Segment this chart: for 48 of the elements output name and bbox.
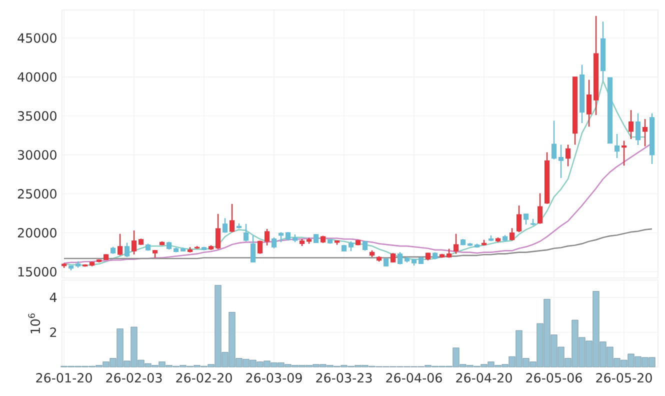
candlestick xyxy=(131,230,137,256)
x-tick-label: 26-03-23 xyxy=(316,373,372,383)
candlestick xyxy=(558,144,564,179)
y-tick-label: 40000 xyxy=(18,72,56,82)
y-tick-label: 25000 xyxy=(18,189,56,199)
y-tick-label: 15000 xyxy=(18,266,56,277)
y-tick-label: 45000 xyxy=(18,33,56,43)
candlestick xyxy=(390,252,396,264)
x-tick-label: 26-01-20 xyxy=(36,373,92,383)
candlestick xyxy=(642,118,648,147)
x-tick-label: 26-05-20 xyxy=(596,373,652,383)
candlestick xyxy=(453,233,458,254)
candlestick xyxy=(243,223,249,242)
candlestick xyxy=(257,240,263,254)
y-tick-label: 30000 xyxy=(18,150,56,160)
candlestick xyxy=(537,192,542,224)
candlestick xyxy=(551,120,556,160)
candlestick xyxy=(229,203,235,233)
y-axis-title: 10$^{6}$ xyxy=(28,314,40,334)
x-tick-label: 26-04-06 xyxy=(386,373,442,383)
candlestick xyxy=(397,252,403,265)
x-tick-label: 26-03-09 xyxy=(246,373,302,383)
candlestick xyxy=(509,228,514,242)
x-tick-label: 26-05-06 xyxy=(526,373,582,383)
y-tick-label: 2 xyxy=(50,327,56,337)
candlestick xyxy=(628,110,634,140)
candlestick xyxy=(348,240,354,252)
candlestick xyxy=(117,233,123,256)
candlestick xyxy=(523,213,528,226)
candlestick xyxy=(250,234,256,264)
y-tick-label: 4 xyxy=(50,292,57,302)
x-tick-label: 26-04-20 xyxy=(456,373,512,383)
candlestick xyxy=(278,232,284,243)
candlestick xyxy=(222,218,228,234)
candlestick xyxy=(516,204,522,233)
candlestick xyxy=(271,236,277,249)
candlestick xyxy=(586,79,592,128)
candlestick xyxy=(124,242,130,258)
candlestick xyxy=(635,112,640,146)
x-tick-label: 26-02-20 xyxy=(176,373,232,383)
candlestick xyxy=(565,144,570,167)
candlestick xyxy=(264,228,270,246)
candlestick xyxy=(215,213,221,250)
y-tick-label: 20000 xyxy=(18,228,56,238)
candlestick xyxy=(621,140,626,166)
x-tick-label: 26-02-03 xyxy=(106,373,162,383)
candlestick xyxy=(614,133,620,159)
y-tick-label: 35000 xyxy=(18,111,56,121)
